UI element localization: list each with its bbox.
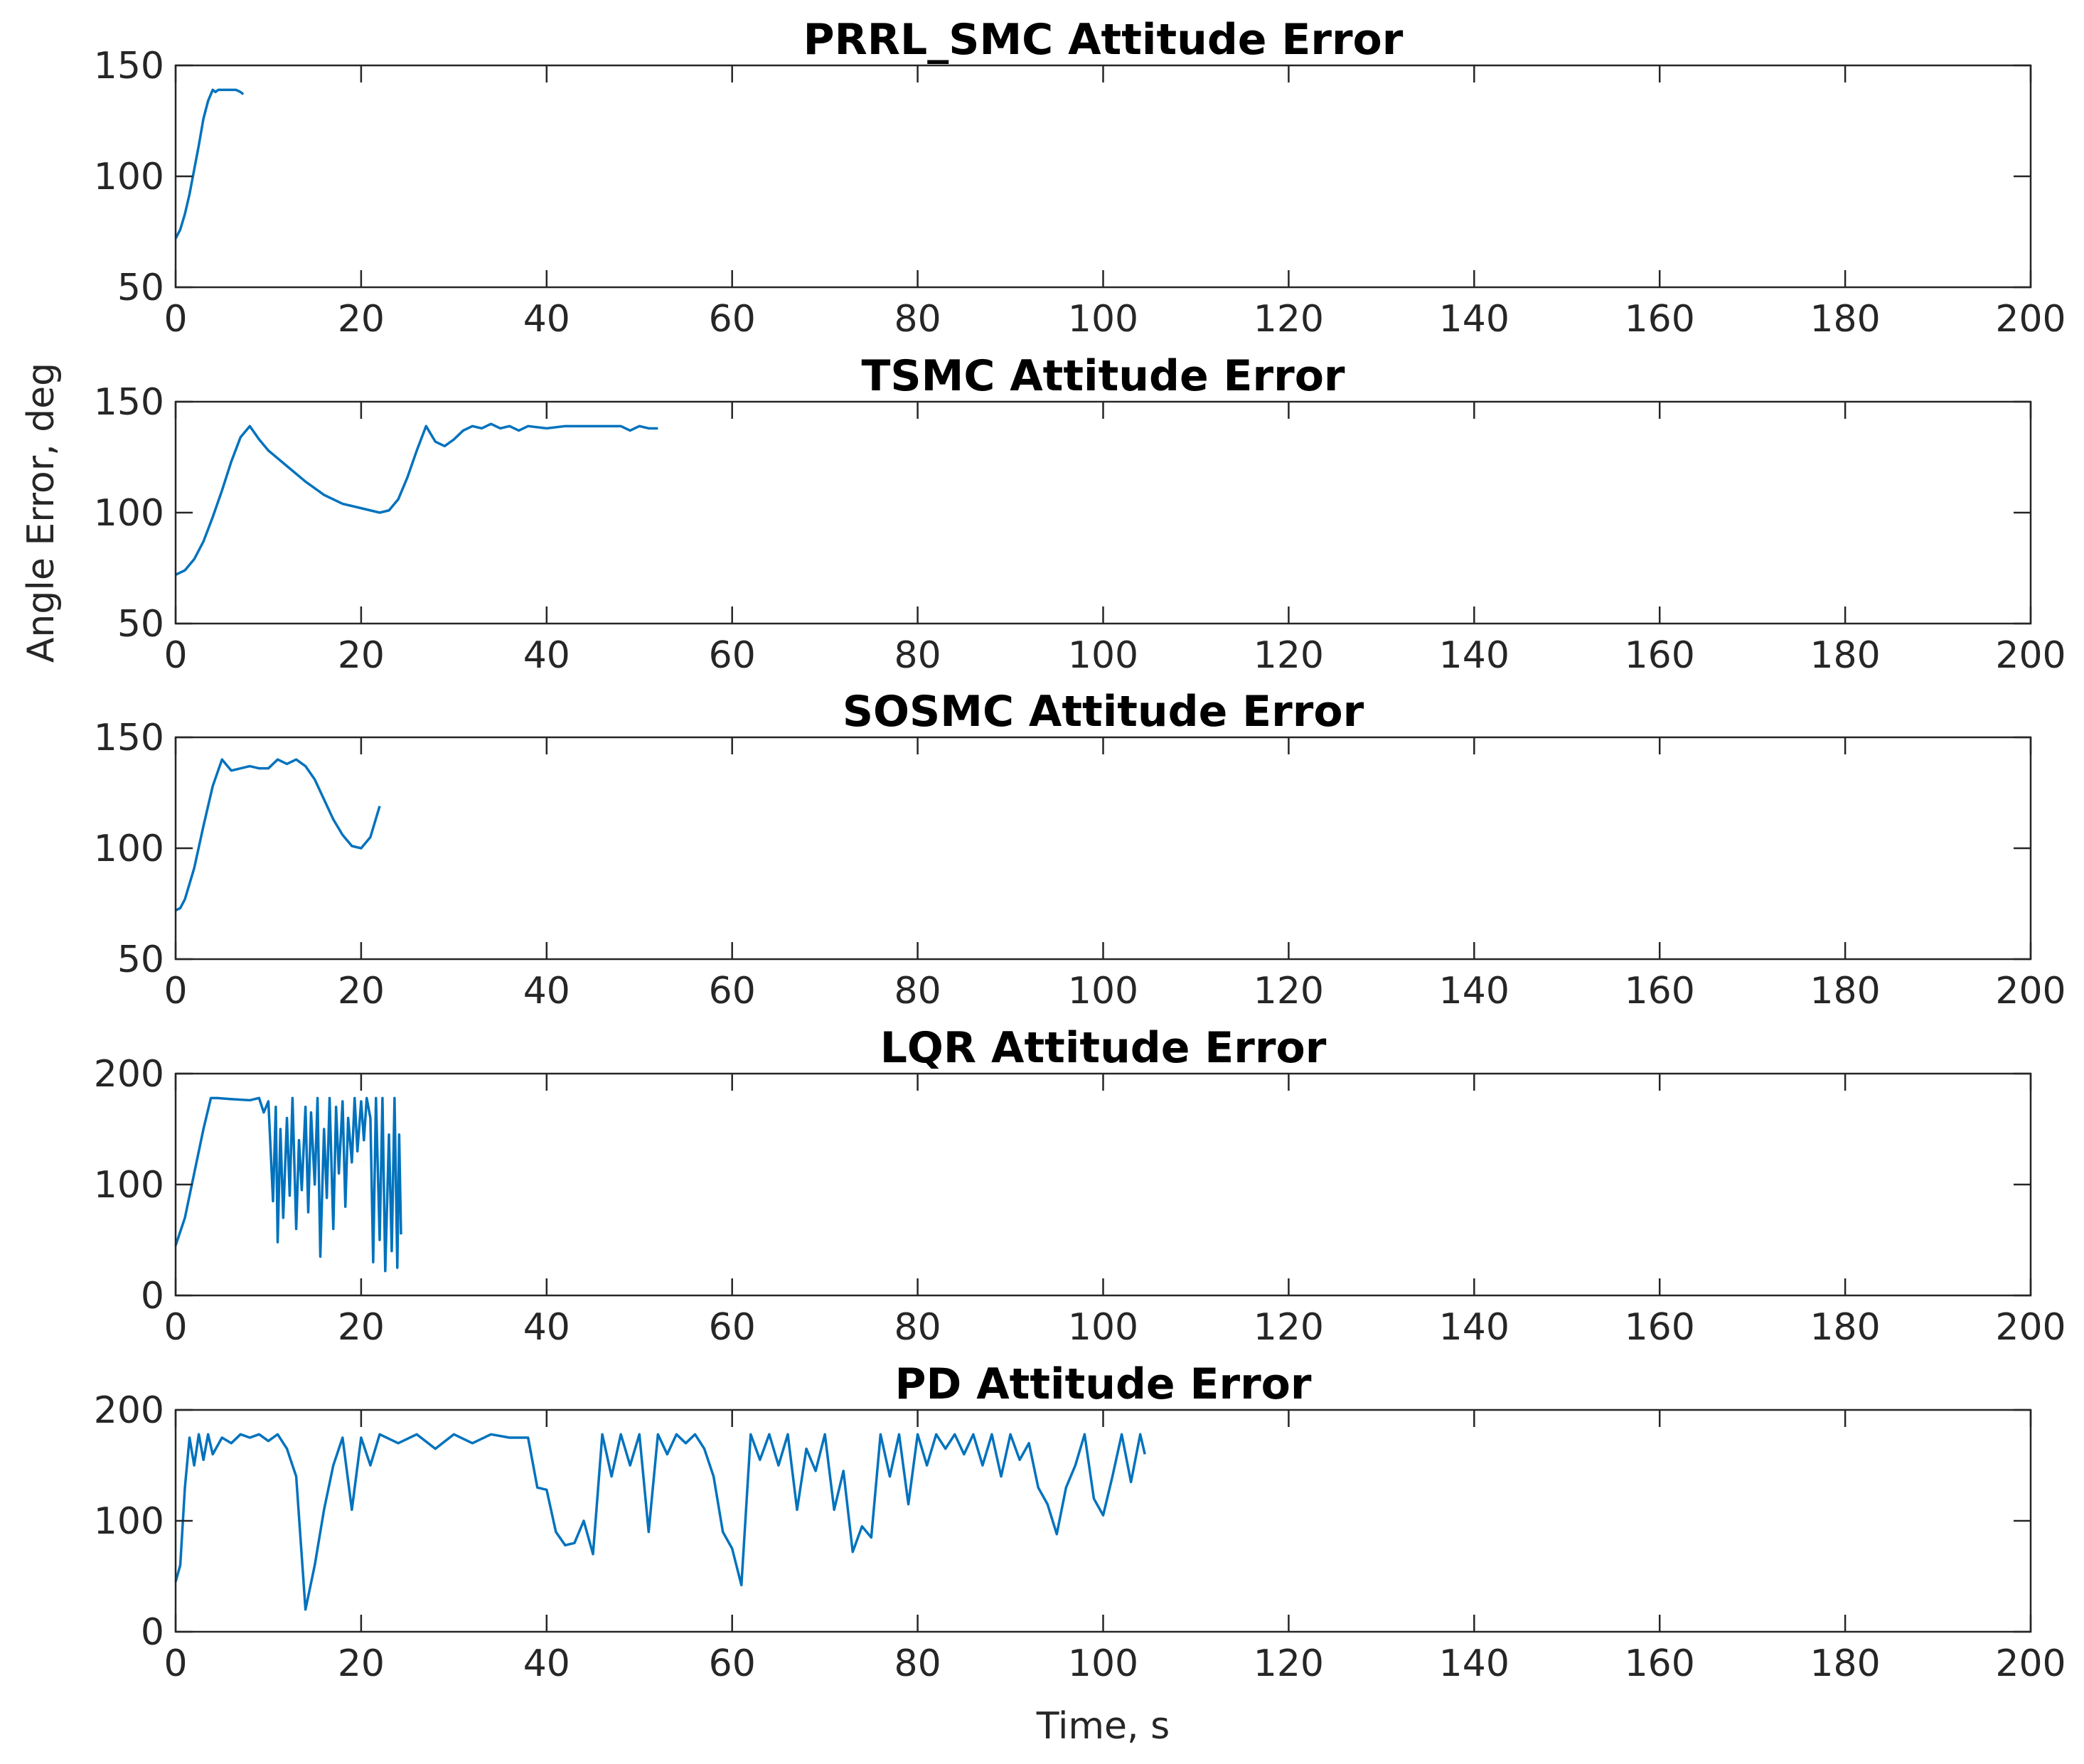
plot-area [176, 737, 2031, 959]
x-tick-label: 20 [338, 298, 385, 341]
x-tick-label: 180 [1810, 970, 1880, 1012]
plot-area [176, 1074, 2031, 1295]
y-tick-label: 200 [94, 1053, 164, 1096]
chart-title: PRRL_SMC Attitude Error [803, 15, 1404, 65]
x-tick-label: 40 [523, 634, 570, 677]
x-tick-label: 80 [894, 298, 941, 341]
y-tick-label: 150 [94, 381, 164, 424]
x-tick-label: 60 [709, 1642, 756, 1685]
x-tick-label: 100 [1068, 1306, 1138, 1349]
x-tick-label: 200 [1995, 634, 2066, 677]
x-tick-label: 60 [709, 298, 756, 341]
y-tick-label: 50 [117, 939, 164, 981]
x-tick-label: 120 [1254, 970, 1324, 1012]
x-tick-label: 40 [523, 298, 570, 341]
x-tick-label: 200 [1995, 298, 2066, 341]
plot-area [176, 1410, 2031, 1632]
x-tick-label: 80 [894, 634, 941, 677]
x-tick-label: 0 [164, 298, 187, 341]
data-line [175, 758, 381, 912]
x-tick-label: 20 [338, 1306, 385, 1349]
x-tick-label: 100 [1068, 298, 1138, 341]
x-tick-label: 200 [1995, 970, 2066, 1012]
y-tick-label: 100 [94, 492, 164, 535]
x-tick-label: 140 [1439, 1306, 1509, 1349]
x-tick-label: 120 [1254, 634, 1324, 677]
x-tick-label: 60 [709, 634, 756, 677]
y-axis-label: Angle Error, deg [20, 363, 63, 663]
x-tick-label: 20 [338, 634, 385, 677]
x-tick-label: 100 [1068, 1642, 1138, 1685]
chart-title: TSMC Attitude Error [861, 351, 1345, 401]
chart-title: PD Attitude Error [895, 1359, 1312, 1409]
x-tick-label: 80 [894, 970, 941, 1012]
plot-area [176, 402, 2031, 624]
data-line [174, 88, 245, 240]
y-tick-label: 50 [117, 267, 164, 309]
x-tick-label: 100 [1068, 634, 1138, 677]
x-tick-label: 160 [1625, 970, 1695, 1012]
y-tick-label: 200 [94, 1389, 164, 1432]
x-tick-label: 160 [1625, 298, 1695, 341]
x-tick-label: 40 [523, 1306, 570, 1349]
x-tick-label: 200 [1995, 1306, 2066, 1349]
x-tick-label: 160 [1625, 1642, 1695, 1685]
y-tick-label: 100 [94, 1500, 164, 1543]
x-tick-label: 180 [1810, 1642, 1880, 1685]
x-tick-label: 180 [1810, 298, 1880, 341]
y-tick-label: 100 [94, 156, 164, 198]
x-tick-label: 40 [523, 1642, 570, 1685]
x-tick-label: 140 [1439, 298, 1509, 341]
y-tick-label: 0 [141, 1275, 164, 1317]
x-tick-label: 140 [1439, 634, 1509, 677]
y-tick-label: 50 [117, 603, 164, 646]
x-tick-label: 20 [338, 970, 385, 1012]
chart-title: SOSMC Attitude Error [843, 687, 1364, 737]
plot-area [176, 65, 2031, 287]
x-tick-label: 160 [1625, 634, 1695, 677]
x-tick-label: 140 [1439, 1642, 1509, 1685]
x-tick-label: 40 [523, 970, 570, 1012]
x-tick-label: 0 [164, 1306, 187, 1349]
x-tick-label: 140 [1439, 970, 1509, 1012]
x-tick-label: 180 [1810, 634, 1880, 677]
x-tick-label: 80 [894, 1642, 941, 1685]
y-tick-label: 100 [94, 1164, 164, 1207]
chart-title: LQR Attitude Error [880, 1023, 1327, 1073]
data-line [175, 422, 658, 576]
x-tick-label: 160 [1625, 1306, 1695, 1349]
x-tick-label: 80 [894, 1306, 941, 1349]
x-tick-label: 120 [1254, 1642, 1324, 1685]
y-tick-label: 0 [141, 1611, 164, 1654]
x-tick-label: 0 [164, 1642, 187, 1685]
data-line [174, 1433, 1146, 1611]
x-tick-label: 0 [164, 634, 187, 677]
x-tick-label: 180 [1810, 1306, 1880, 1349]
x-tick-label: 100 [1068, 970, 1138, 1012]
data-line [174, 1096, 402, 1273]
x-tick-label: 60 [709, 1306, 756, 1349]
y-tick-label: 150 [94, 45, 164, 87]
x-tick-label: 200 [1995, 1642, 2066, 1685]
x-tick-label: 120 [1254, 1306, 1324, 1349]
y-tick-label: 150 [94, 717, 164, 759]
x-tick-label: 60 [709, 970, 756, 1012]
x-tick-label: 20 [338, 1642, 385, 1685]
y-tick-label: 100 [94, 828, 164, 870]
x-tick-label: 120 [1254, 298, 1324, 341]
x-tick-label: 0 [164, 970, 187, 1012]
x-axis-label: Time, s [1036, 1705, 1170, 1748]
